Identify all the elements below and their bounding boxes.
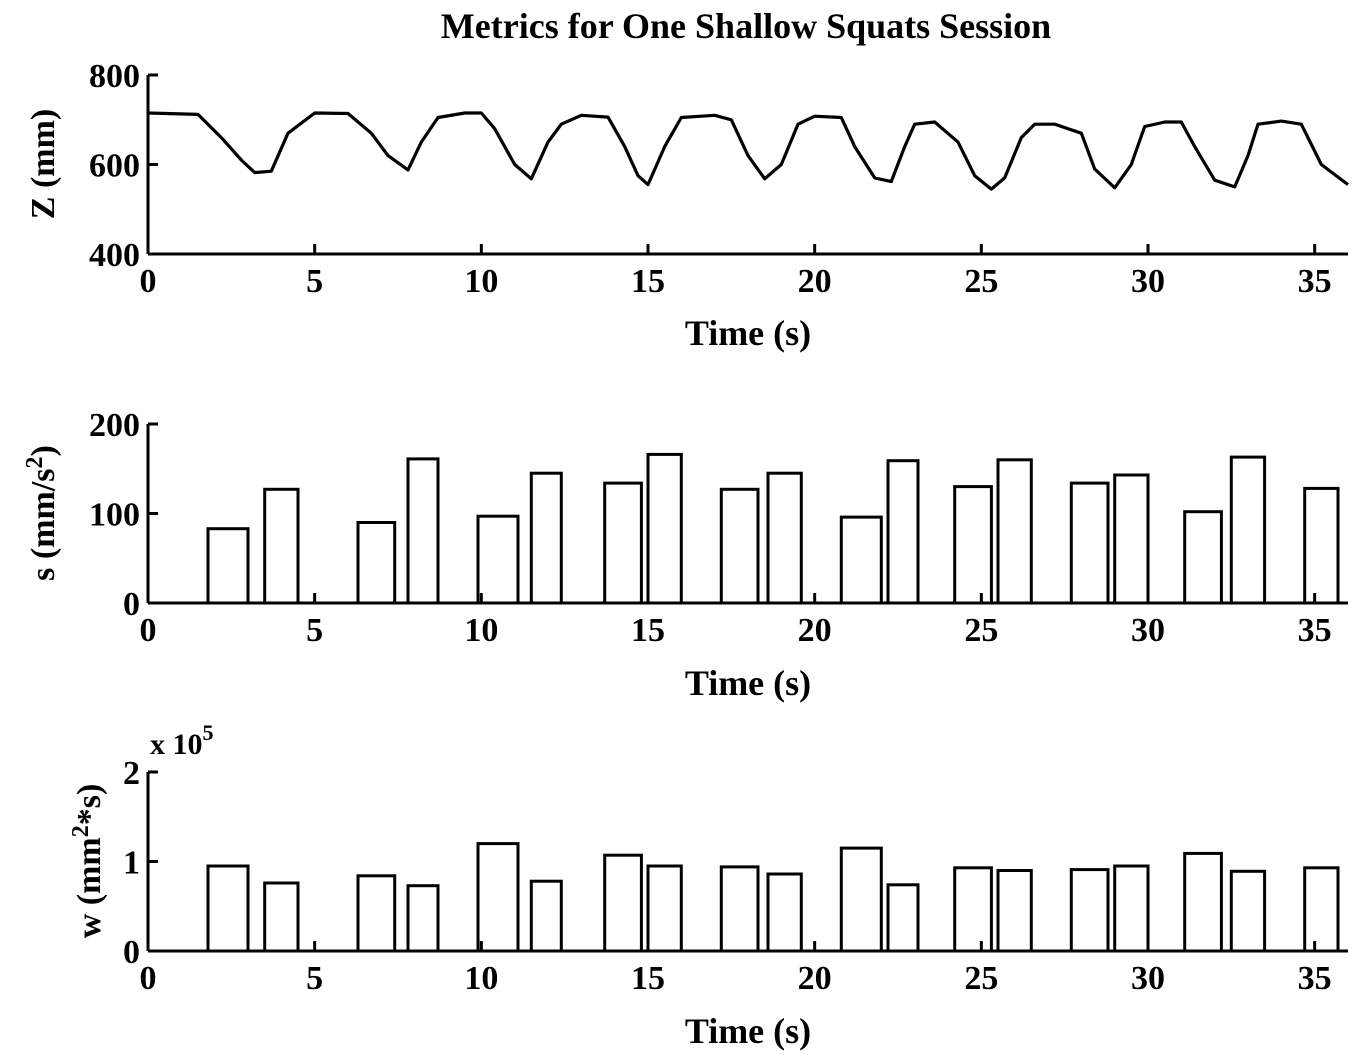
bar-11 xyxy=(839,515,883,605)
bar-10 xyxy=(766,471,803,605)
bar-18 xyxy=(1229,455,1267,605)
x-tick-label: 15 xyxy=(631,960,665,997)
x-tick-label: 15 xyxy=(631,612,665,649)
x-tick-label: 5 xyxy=(306,263,323,300)
y-tick-label: 100 xyxy=(89,497,140,534)
bar-12 xyxy=(886,883,920,953)
y-tick-label: 200 xyxy=(89,407,140,444)
x-tick-label: 10 xyxy=(464,960,498,997)
bar-3 xyxy=(356,874,397,953)
bar-13 xyxy=(953,866,993,953)
x-tick-label: 5 xyxy=(306,960,323,997)
z-position-line xyxy=(147,111,1349,191)
subplot-1: 0 5 10 15 20 25 30 35 400 600 800 Time (s) Z (mm) xyxy=(25,58,1349,353)
x-axis-title: Time (s) xyxy=(685,313,811,353)
x-tick-label: 0 xyxy=(140,263,157,300)
bar-1 xyxy=(206,864,250,953)
bar-7 xyxy=(603,853,643,953)
bar-3 xyxy=(356,521,397,605)
x-tick-label: 10 xyxy=(464,612,498,649)
bar-5 xyxy=(476,842,520,953)
bar-11 xyxy=(839,846,883,953)
x-tick-label: 35 xyxy=(1298,263,1332,300)
y-tick-label: 1 xyxy=(123,845,140,882)
y-multiplier-label: x 105 xyxy=(150,720,214,761)
y-tick-label: 2 xyxy=(123,755,140,792)
y-axis-title: s (mm/s2) xyxy=(22,445,62,581)
x-tick-label: 30 xyxy=(1131,612,1165,649)
y-tick-label: 400 xyxy=(89,237,140,274)
bar-4 xyxy=(406,884,440,953)
x-tick-label: 20 xyxy=(798,612,832,649)
x-tick-label: 20 xyxy=(798,960,832,997)
bar-14 xyxy=(996,869,1033,953)
x-tick-label: 35 xyxy=(1298,960,1332,997)
x-tick-label: 25 xyxy=(964,612,998,649)
x-axis-title: Time (s) xyxy=(685,1011,811,1051)
bar-13 xyxy=(953,485,993,605)
bar-9 xyxy=(719,487,760,605)
bar-10 xyxy=(766,872,803,953)
bar-19 xyxy=(1303,486,1340,605)
x-tick-label: 25 xyxy=(964,263,998,300)
x-tick-label: 0 xyxy=(140,612,157,649)
bar-16 xyxy=(1113,473,1150,605)
figure-title: Metrics for One Shallow Squats Session xyxy=(441,6,1051,46)
x-tick-label: 30 xyxy=(1131,960,1165,997)
y-axis-title: w (mm2*s) xyxy=(68,784,108,939)
bar-4 xyxy=(406,457,440,605)
y-tick-label: 600 xyxy=(89,148,140,185)
y-tick-label: 800 xyxy=(89,58,140,95)
bar-5 xyxy=(476,514,520,605)
subplot-3: 0 5 10 15 20 25 30 35 0 1 2 Time (s) w (mm2*s) x 105 xyxy=(68,720,1348,1051)
y-axis-title: Z (mm) xyxy=(25,109,62,219)
x-tick-label: 35 xyxy=(1298,612,1332,649)
bar-7 xyxy=(603,481,643,605)
bar-15 xyxy=(1069,481,1110,605)
subplot-2: 0 5 10 15 20 25 30 35 0 100 200 Time (s) s (mm/s2) xyxy=(22,407,1348,703)
x-tick-label: 15 xyxy=(631,263,665,300)
bar-6 xyxy=(529,879,563,953)
y-tick-label: 0 xyxy=(123,934,140,971)
x-tick-label: 0 xyxy=(140,960,157,997)
x-tick-label: 30 xyxy=(1131,263,1165,300)
bar-18 xyxy=(1229,869,1267,953)
x-tick-label: 25 xyxy=(964,960,998,997)
bar-1 xyxy=(206,527,250,605)
bar-14 xyxy=(996,458,1033,605)
bar-17 xyxy=(1183,510,1223,605)
bar-8 xyxy=(646,864,683,953)
bar-6 xyxy=(529,471,563,605)
x-tick-label: 5 xyxy=(306,612,323,649)
x-tick-label: 20 xyxy=(798,263,832,300)
bar-9 xyxy=(719,865,760,953)
bar-8 xyxy=(646,452,683,605)
bar-15 xyxy=(1069,868,1110,953)
bar-2 xyxy=(263,487,300,605)
bar-2 xyxy=(263,881,300,953)
bar-17 xyxy=(1183,851,1223,953)
bar-19 xyxy=(1303,866,1340,953)
x-tick-label: 10 xyxy=(464,263,498,300)
y-tick-label: 0 xyxy=(123,586,140,623)
bar-12 xyxy=(886,459,920,605)
bar-16 xyxy=(1113,864,1150,953)
x-axis-title: Time (s) xyxy=(685,663,811,703)
